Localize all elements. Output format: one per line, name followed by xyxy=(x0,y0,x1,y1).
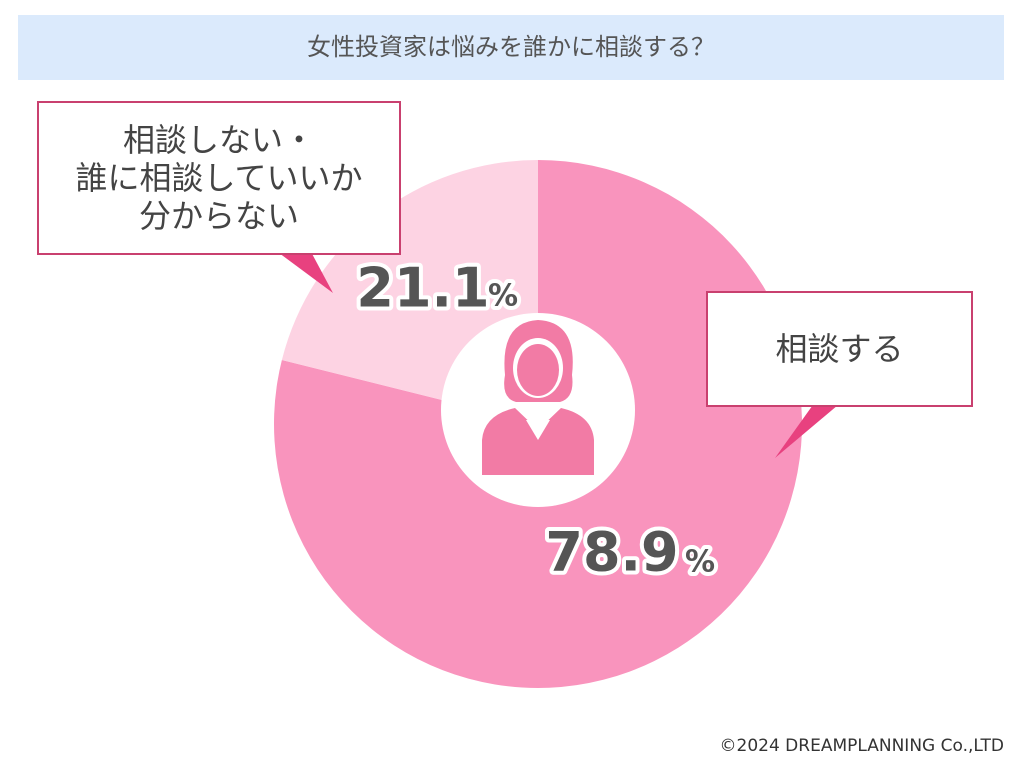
category-label: 相談する xyxy=(706,291,973,407)
title-bar xyxy=(18,15,1004,80)
callout-tail xyxy=(275,250,333,293)
footer: ©2024 DREAMPLANNING Co.,LTD xyxy=(720,736,1004,756)
value-unit: % xyxy=(685,545,715,580)
callout-tail xyxy=(775,395,838,458)
value-label: 78.9 xyxy=(545,521,678,584)
value-unit: % xyxy=(488,279,518,314)
value-label: 21.1 xyxy=(356,257,489,320)
person-icon xyxy=(482,320,594,475)
chart-title: 女性投資家は悩みを誰かに相談する？ xyxy=(307,33,715,61)
category-label: 相談しない・ 誰に相談していいか 分からない xyxy=(37,101,401,255)
